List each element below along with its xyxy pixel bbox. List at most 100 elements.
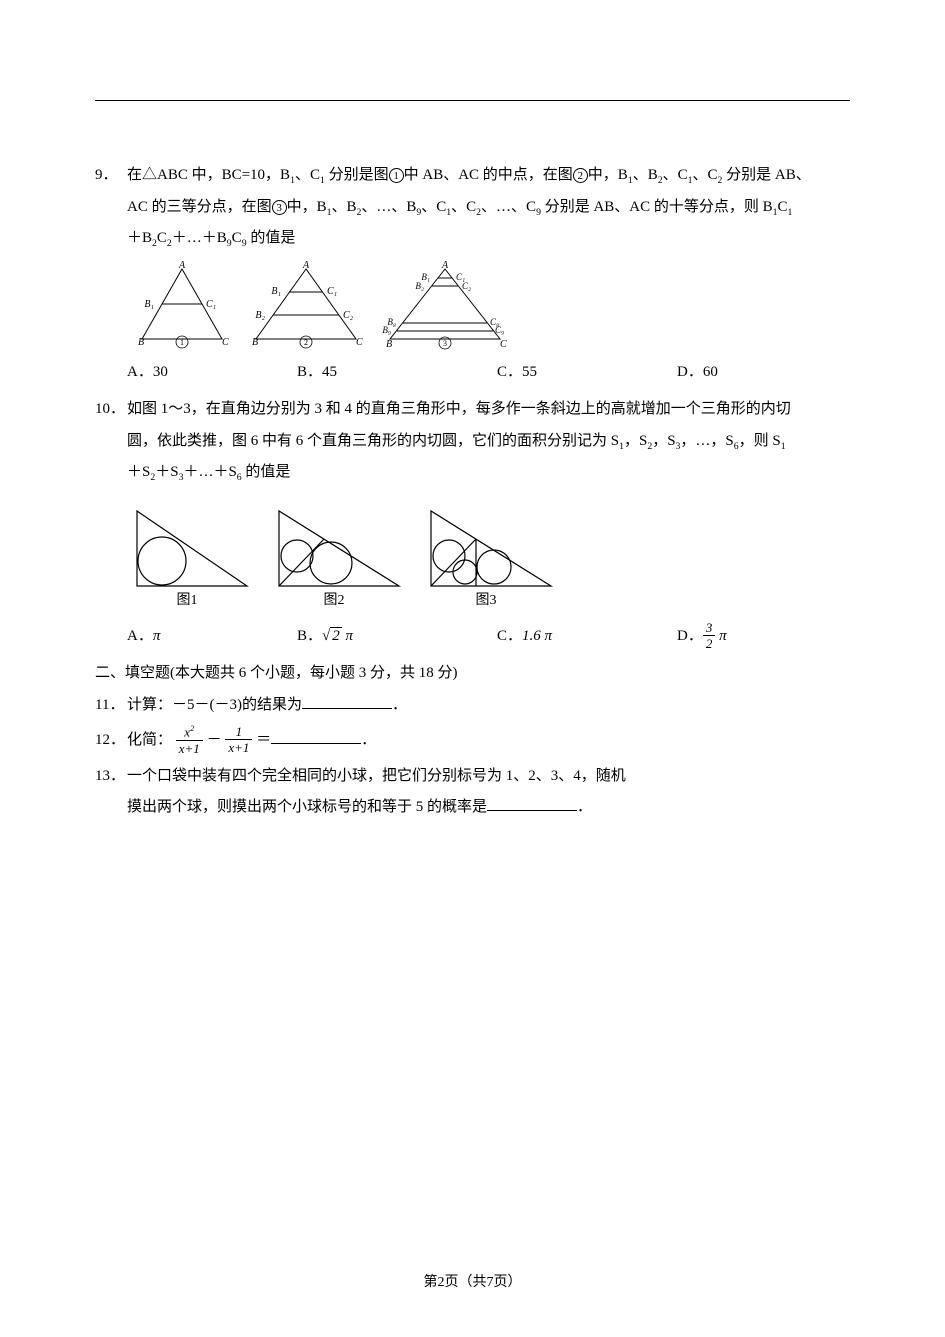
t: ＋…＋B: [172, 230, 227, 246]
t: 摸出两个球，则摸出两个小球标号的和等于 5 的概率是: [127, 799, 487, 815]
triangle-fig-2: A B₁ C₁ B₂ C₂ B C 2: [241, 261, 371, 351]
l: A．: [127, 628, 153, 644]
v: π: [715, 628, 726, 644]
t: 、C: [692, 167, 717, 183]
t: ＋…＋S: [183, 464, 236, 480]
t: AC 的三等分点，在图: [127, 199, 272, 215]
t: 、B: [331, 199, 356, 215]
question-11: 11．计算：－5－(－3)的结果为．: [95, 690, 850, 722]
svg-text:B₉: B₉: [382, 325, 391, 335]
t: ．: [361, 732, 376, 748]
t: ，…，S: [680, 433, 733, 449]
q13-line1: 一个口袋中装有四个完全相同的小球，把它们分别标号为 1、2、3、4，随机: [127, 761, 846, 793]
right-triangle-fig-2: 图2: [269, 501, 409, 611]
svg-text:图1: 图1: [177, 593, 198, 608]
svg-text:C₂: C₂: [343, 310, 354, 321]
q13-line2: 摸出两个球，则摸出两个小球标号的和等于 5 的概率是 ．: [95, 792, 850, 824]
v: 45: [322, 364, 337, 380]
q10-line3: ＋S2＋S3＋…＋S6 的值是: [95, 457, 850, 489]
triangle-fig-1: A B₁ C₁ B C 1: [127, 261, 237, 351]
t: ，则 S: [739, 433, 781, 449]
question-9: 9．在△ABC 中，BC=10，B1、C1 分别是图1中 AB、AC 的中点，在…: [95, 160, 850, 388]
eq: ＝: [256, 732, 271, 748]
q10-option-d: D．32 π: [677, 621, 850, 653]
right-triangle-fig-1: 图1: [127, 501, 257, 611]
t: ＋B: [127, 230, 152, 246]
question-10: 10．如图 1～3，在直角边分别为 3 和 4 的直角三角形中，每多作一条斜边上…: [95, 394, 850, 652]
t: ．: [577, 799, 592, 815]
svg-text:图3: 图3: [475, 593, 496, 608]
t: 、C: [421, 199, 446, 215]
q10-option-c: C．1.6 π: [497, 621, 677, 653]
svg-text:C₂: C₂: [462, 281, 471, 291]
l: D．: [677, 364, 703, 380]
t: 、B: [633, 167, 658, 183]
t: 在△ABC 中，BC=10，B: [127, 167, 290, 183]
t: C: [778, 199, 788, 215]
t: 、C: [295, 167, 320, 183]
svg-text:图2: 图2: [323, 593, 344, 608]
t: 分别是 AB、AC 的十等分点，则 B: [541, 199, 773, 215]
q9-options: A．30 B．45 C．55 D．60: [95, 357, 850, 389]
svg-text:C₁: C₁: [327, 286, 337, 297]
t: 的值是: [242, 464, 291, 480]
q9-option-a: A．30: [127, 357, 297, 389]
q13-number: 13．: [95, 761, 127, 793]
minus: －: [207, 732, 222, 748]
q9-number: 9．: [95, 160, 127, 192]
v: 60: [703, 364, 718, 380]
svg-text:A: A: [440, 261, 448, 271]
q9-line2: AC 的三等分点，在图3中，B1、B2、…、B9、C1、C2、…、C9 分别是 …: [95, 192, 850, 224]
q9-option-b: B．45: [297, 357, 497, 389]
t: ．: [392, 697, 407, 713]
t: 计算：－5－(－3)的结果为: [127, 697, 302, 713]
svg-text:B: B: [386, 339, 392, 350]
t: 、C: [663, 167, 688, 183]
v: π: [153, 628, 161, 644]
blank-fill: [487, 795, 577, 812]
t: 、…、B: [361, 199, 416, 215]
blank-fill: [302, 692, 392, 709]
right-triangle-fig-3: 图3: [421, 501, 561, 611]
fraction-2: 1x+1: [225, 725, 252, 754]
fraction-1: x2x+1: [176, 724, 203, 754]
q10-figures: 图1 图2 图3: [95, 501, 850, 611]
t: 分别是 AB、: [722, 167, 810, 183]
q9-option-d: D．60: [677, 357, 850, 389]
page-footer: 第2页（共7页）: [0, 1268, 945, 1297]
q9-option-c: C．55: [497, 357, 677, 389]
circle-2-icon: 2: [573, 168, 588, 183]
svg-text:B₂: B₂: [415, 281, 424, 291]
triangle-fig-3: A B₁ C₁ B₂ C₂ B₈ C₈ B₉ C₉ B C 3: [375, 261, 515, 351]
v: 1.6: [522, 628, 541, 644]
q10-options: A．π B．2 π C．1.6 π D．32 π: [95, 621, 850, 653]
svg-text:3: 3: [443, 339, 447, 348]
t: ＋S: [127, 464, 150, 480]
q10-number: 10．: [95, 394, 127, 426]
t: 分别是图: [325, 167, 389, 183]
svg-text:B₁: B₁: [144, 299, 154, 310]
q10-line2: 圆，依此类推，图 6 中有 6 个直角三角形的内切圆，它们的面积分别记为 S1，…: [95, 426, 850, 458]
q10-option-b: B．2 π: [297, 621, 497, 653]
svg-text:B: B: [138, 337, 144, 348]
q12-number: 12．: [95, 725, 127, 757]
t: ，S: [624, 433, 647, 449]
question-12: 12．化简： x2x+1 － 1x+1 ＝．: [95, 725, 850, 757]
svg-text:B₁: B₁: [271, 286, 281, 297]
t: C: [157, 230, 167, 246]
page-top-rule: [95, 100, 850, 101]
svg-text:A: A: [302, 261, 310, 271]
svg-text:B: B: [252, 337, 258, 348]
svg-text:B₂: B₂: [255, 310, 265, 321]
svg-text:C₁: C₁: [206, 299, 216, 310]
l: A．: [127, 364, 153, 380]
q9-line3: ＋B2C2＋…＋B9C9 的值是: [95, 223, 850, 255]
t: 圆，依此类推，图 6 中有 6 个直角三角形的内切圆，它们的面积分别记为 S: [127, 433, 619, 449]
l: C．: [497, 628, 522, 644]
t: 的值是: [247, 230, 296, 246]
circle-1-icon: 1: [389, 168, 404, 183]
t: 中，B: [287, 199, 327, 215]
v2: π: [541, 628, 552, 644]
v: π: [342, 628, 353, 644]
t: C: [232, 230, 242, 246]
